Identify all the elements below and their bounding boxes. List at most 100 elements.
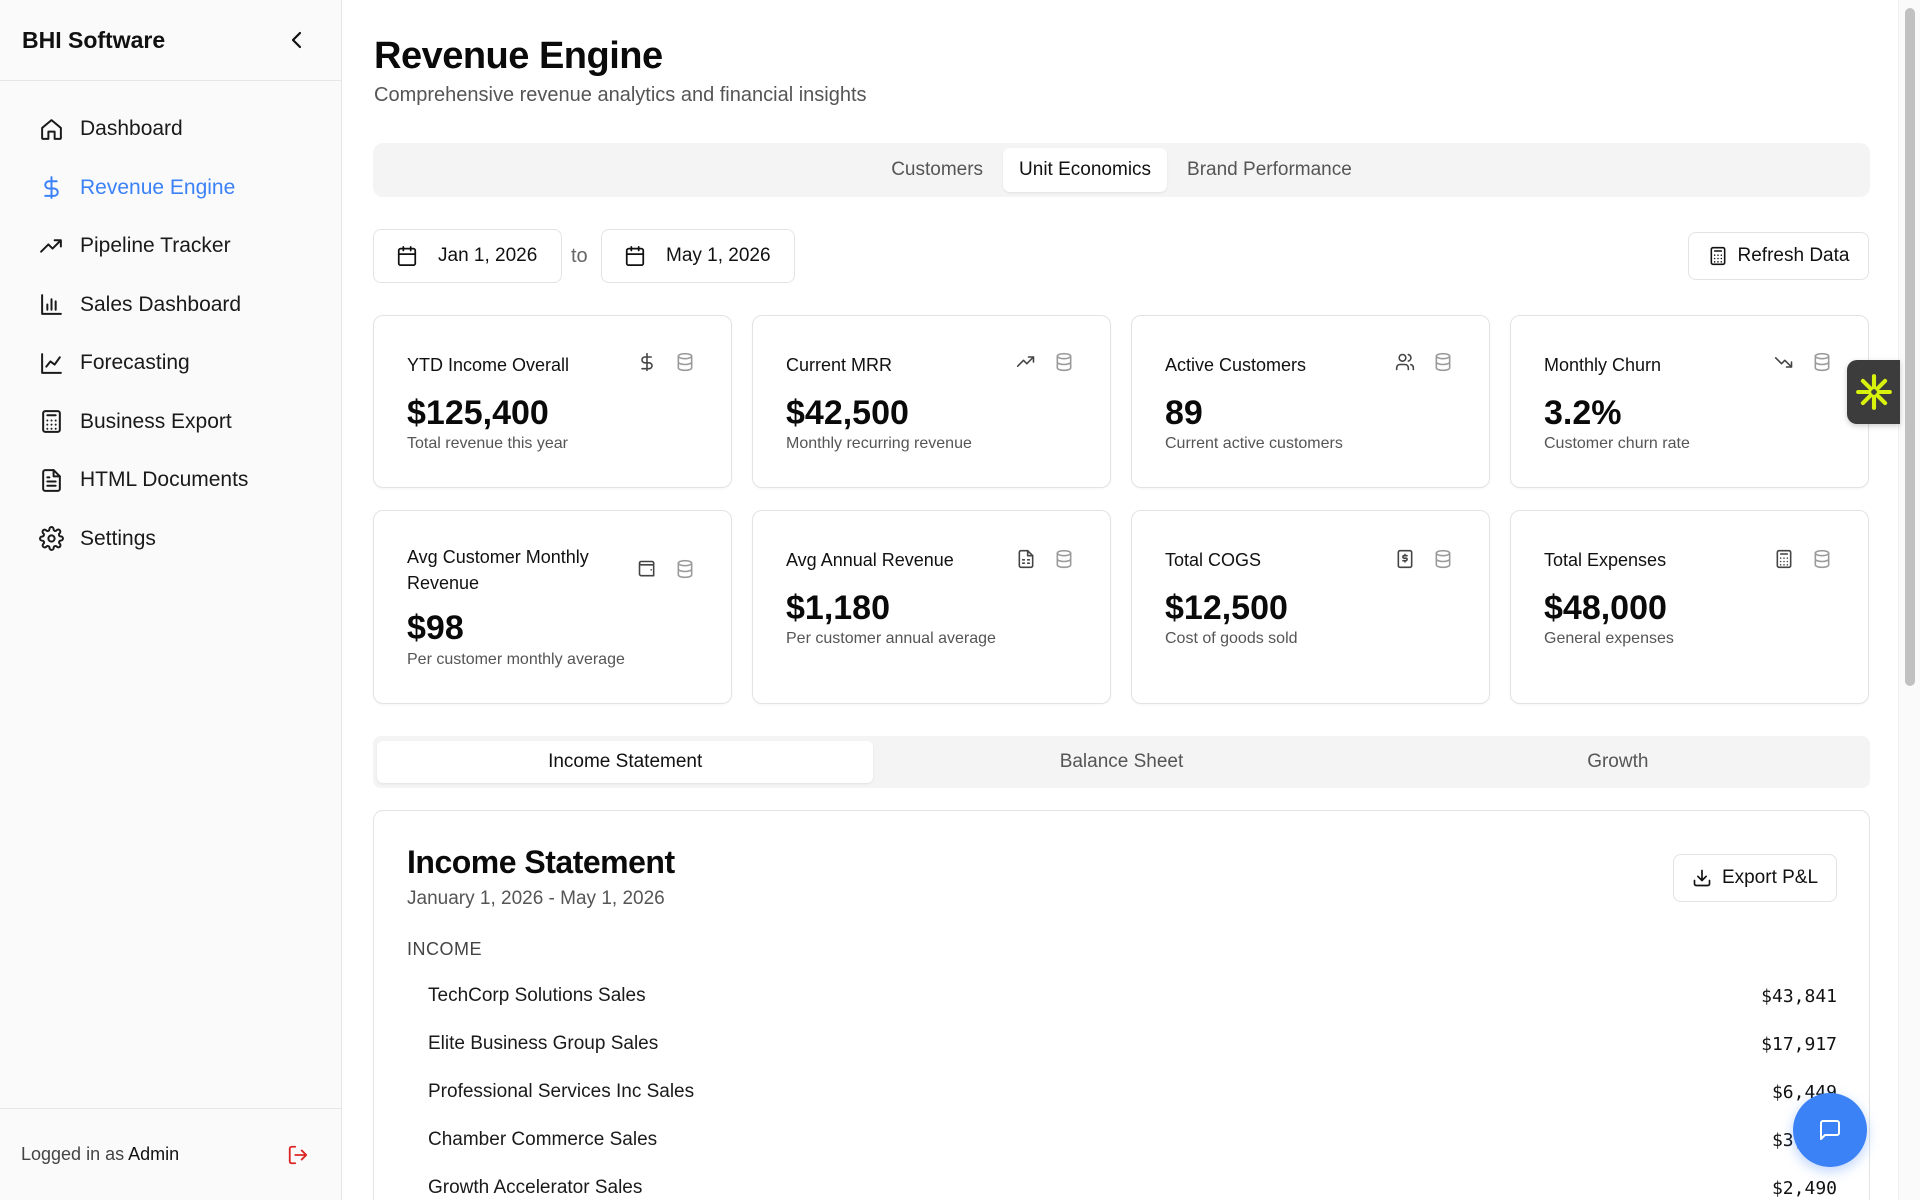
- card-value: 3.2%: [1544, 394, 1622, 432]
- card-description: Per customer monthly average: [407, 651, 625, 668]
- metric-card-total-cogs: Total COGS $12,500 Cost of goods sold: [1131, 510, 1490, 704]
- sidebar-item-label: Sales Dashboard: [80, 292, 242, 316]
- sidebar-item-label: HTML Documents: [80, 468, 249, 491]
- metric-card-ytd-income: YTD Income Overall $125,400 Total revenu…: [373, 315, 732, 488]
- sidebar-item-revenue-engine[interactable]: Revenue Engine: [0, 164, 341, 212]
- page-subtitle: Comprehensive revenue analytics and fina…: [374, 84, 867, 106]
- income-row-name: Elite Business Group Sales: [428, 1033, 659, 1054]
- database-icon: [1056, 549, 1072, 569]
- metric-card-current-mrr: Current MRR $42,500 Monthly recurring re…: [752, 315, 1111, 488]
- logout-button[interactable]: [285, 1142, 311, 1168]
- scrollbar-thumb[interactable]: [1905, 8, 1915, 686]
- card-title: YTD Income Overall: [407, 355, 570, 375]
- gear-icon: [38, 526, 64, 551]
- income-row: Chamber Commerce Sales $3,...: [428, 1125, 1837, 1155]
- income-row: TechCorp Solutions Sales $43,841: [428, 981, 1837, 1011]
- sidebar-item-label: Revenue Engine: [80, 175, 236, 199]
- card-title: Total COGS: [1165, 550, 1262, 570]
- calculator-icon: [41, 410, 61, 433]
- metric-card-total-expenses: Total Expenses $48,000 General expenses: [1510, 510, 1869, 704]
- sidebar-item-settings[interactable]: Settings: [0, 515, 341, 563]
- tab-growth[interactable]: Growth: [1587, 751, 1649, 772]
- database-icon: [677, 352, 693, 372]
- financial-subtabs: Income Statement Balance Sheet Growth: [373, 736, 1870, 788]
- start-date-value: Jan 1, 2026: [438, 245, 538, 266]
- page-scrollbar[interactable]: [1898, 0, 1920, 1200]
- card-value: $48,000: [1544, 589, 1667, 627]
- card-description: Total revenue this year: [407, 435, 568, 452]
- metric-card-avg-customer-monthly-revenue: Avg Customer Monthly Revenue $98 Per cus…: [373, 510, 732, 704]
- sidebar-item-label: Pipeline Tracker: [80, 234, 231, 257]
- export-pl-label: Export P&L: [1721, 867, 1819, 888]
- tab-income-statement[interactable]: Income Statement: [377, 741, 874, 783]
- calendar-icon: [625, 245, 645, 267]
- statement-title: Income Statement: [407, 844, 675, 880]
- income-section-label: INCOME: [407, 939, 482, 959]
- sidebar-item-label: Business Export: [80, 409, 232, 433]
- sidebar-footer: Logged in as Admin: [0, 1108, 341, 1200]
- end-date-picker[interactable]: May 1, 2026: [601, 229, 795, 283]
- card-title: Total Expenses: [1544, 550, 1667, 570]
- sidebar-item-forecasting[interactable]: Forecasting: [0, 339, 341, 387]
- start-date-picker[interactable]: Jan 1, 2026: [373, 229, 562, 283]
- page-title: Revenue Engine: [374, 35, 663, 77]
- refresh-data-label: Refresh Data: [1737, 245, 1850, 266]
- income-row-name: Chamber Commerce Sales: [428, 1129, 658, 1150]
- income-statement-panel: Income Statement January 1, 2026 - May 1…: [373, 810, 1870, 1200]
- wallet-icon: [638, 560, 655, 577]
- date-range-separator: to: [571, 245, 588, 267]
- receipt-icon: [1397, 549, 1413, 569]
- line-chart-icon: [40, 352, 62, 374]
- logged-in-text: Logged in as Admin: [21, 1144, 179, 1165]
- sidebar-item-dashboard[interactable]: Dashboard: [0, 105, 341, 153]
- sidebar-item-pipeline-tracker[interactable]: Pipeline Tracker: [0, 222, 341, 270]
- tab-unit-economics[interactable]: Unit Economics: [1003, 148, 1168, 192]
- tab-balance-sheet[interactable]: Balance Sheet: [1059, 751, 1184, 772]
- card-value: $12,500: [1165, 589, 1288, 627]
- calculator-icon: [1710, 246, 1725, 266]
- card-description: Current active customers: [1165, 435, 1343, 452]
- bar-chart-icon: [40, 294, 62, 315]
- file-text-icon: [41, 468, 61, 492]
- trending-up-icon: [1016, 356, 1035, 367]
- logged-in-prefix: Logged in as: [21, 1144, 125, 1164]
- card-value: $42,500: [786, 394, 909, 432]
- home-icon: [40, 118, 62, 140]
- database-icon: [1056, 352, 1072, 372]
- metric-card-monthly-churn: Monthly Churn 3.2% Customer churn rate: [1510, 315, 1869, 488]
- database-icon: [677, 559, 693, 579]
- dollar-icon: [43, 176, 59, 199]
- chevron-left-icon: [291, 31, 302, 49]
- income-row-name: Growth Accelerator Sales: [428, 1177, 643, 1198]
- export-pl-button[interactable]: Export P&L: [1673, 854, 1837, 902]
- refresh-data-button[interactable]: Refresh Data: [1688, 232, 1869, 280]
- sidebar-item-business-export[interactable]: Business Export: [0, 398, 341, 446]
- income-row: Professional Services Inc Sales $6,449: [428, 1077, 1837, 1107]
- trending-up-icon: [39, 238, 62, 253]
- database-icon: [1814, 549, 1830, 569]
- sidebar-item-label: Dashboard: [80, 117, 183, 140]
- card-description: Customer churn rate: [1544, 435, 1690, 452]
- sidebar-item-sales-dashboard[interactable]: Sales Dashboard: [0, 281, 341, 329]
- chat-button[interactable]: [1793, 1093, 1867, 1167]
- income-row-amount: $17,917: [1761, 1033, 1837, 1055]
- sidebar-item-html-documents[interactable]: HTML Documents: [0, 456, 341, 504]
- card-description: Cost of goods sold: [1165, 630, 1298, 647]
- database-icon: [1814, 352, 1830, 372]
- income-row: Growth Accelerator Sales $2,490: [428, 1173, 1837, 1200]
- card-value: 89: [1165, 394, 1203, 432]
- end-date-value: May 1, 2026: [666, 245, 771, 266]
- dollar-icon: [641, 352, 653, 372]
- card-title: Monthly Churn: [1544, 355, 1662, 375]
- assistant-widget-tab[interactable]: [1847, 360, 1900, 424]
- database-icon: [1435, 549, 1451, 569]
- database-icon: [1435, 352, 1451, 372]
- income-row-amount: $43,841: [1761, 985, 1837, 1007]
- file-spreadsheet-icon: [1018, 549, 1034, 569]
- collapse-sidebar-button[interactable]: [283, 26, 311, 54]
- sidebar-item-label: Settings: [80, 526, 156, 550]
- calendar-icon: [397, 245, 417, 267]
- tab-brand-performance[interactable]: Brand Performance: [1187, 159, 1352, 180]
- card-title: Avg Annual Revenue: [786, 550, 954, 570]
- tab-customers[interactable]: Customers: [891, 159, 984, 180]
